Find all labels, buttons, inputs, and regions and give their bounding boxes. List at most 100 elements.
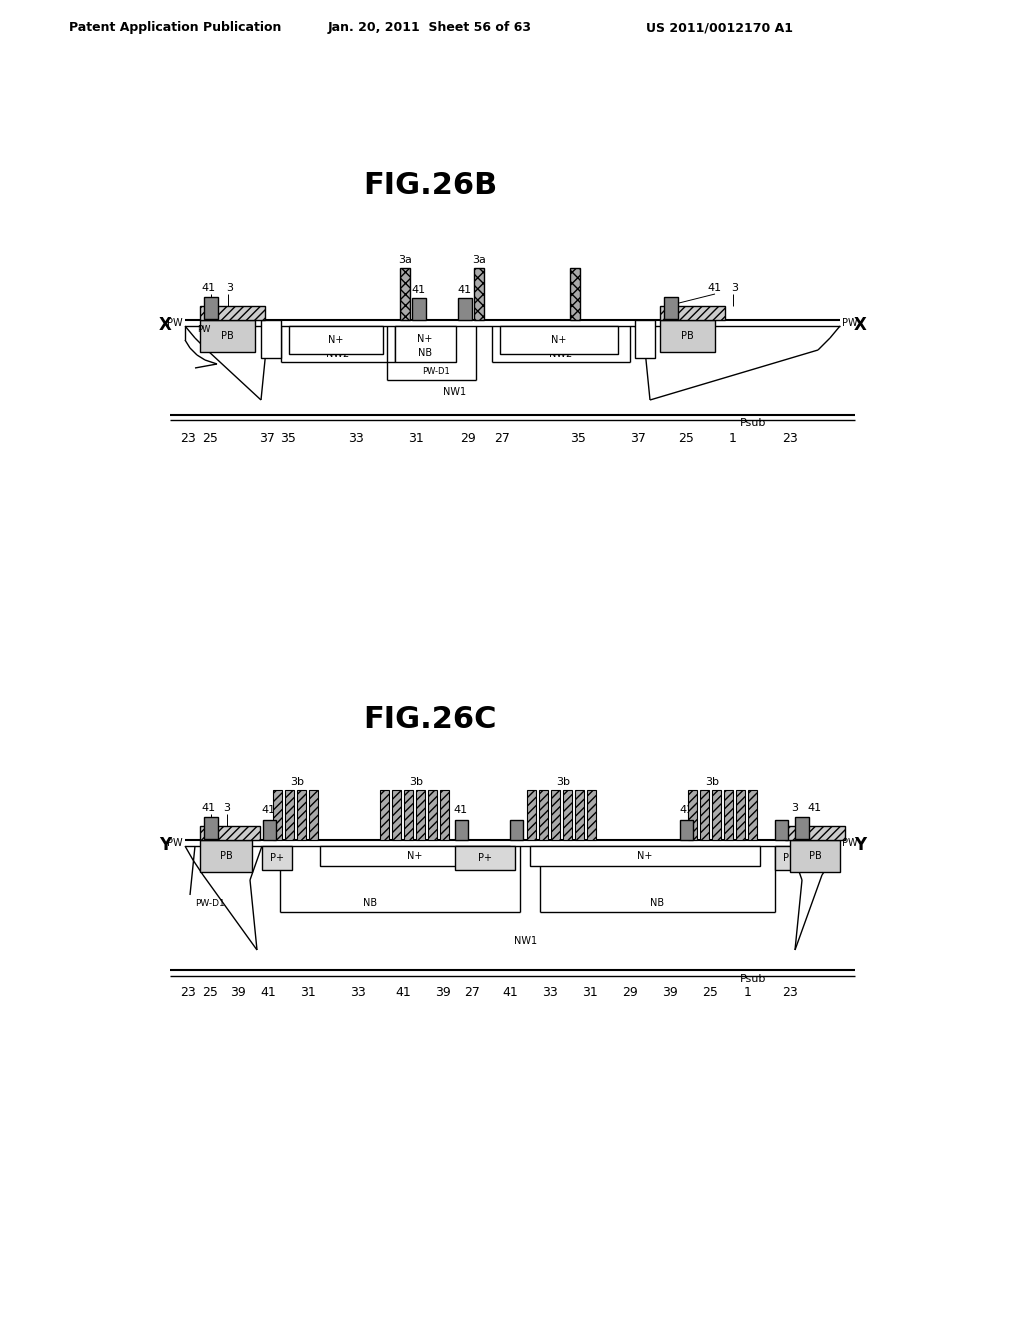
Text: 39: 39 xyxy=(230,986,246,998)
Bar xyxy=(527,789,536,840)
Bar xyxy=(775,846,805,870)
Bar xyxy=(273,789,282,840)
Text: PB: PB xyxy=(809,851,821,861)
Bar xyxy=(474,268,484,319)
Text: 3a: 3a xyxy=(472,255,486,265)
Bar xyxy=(712,789,721,840)
Text: 3: 3 xyxy=(226,282,233,293)
Text: 23: 23 xyxy=(782,986,798,998)
Text: 33: 33 xyxy=(348,432,364,445)
Bar xyxy=(785,826,845,840)
Bar xyxy=(395,326,456,362)
Text: NW2: NW2 xyxy=(549,348,572,359)
Text: PW: PW xyxy=(842,838,858,847)
Bar xyxy=(587,789,596,840)
Text: 31: 31 xyxy=(582,986,598,998)
Text: N+: N+ xyxy=(551,335,566,345)
Bar xyxy=(289,326,383,354)
Text: 25: 25 xyxy=(678,432,694,445)
Text: 41: 41 xyxy=(395,986,411,998)
Text: PW-D1: PW-D1 xyxy=(195,899,224,908)
Text: 41: 41 xyxy=(262,805,276,814)
Text: 41: 41 xyxy=(708,282,722,293)
Bar xyxy=(297,789,306,840)
Text: PB: PB xyxy=(220,331,233,341)
Text: 35: 35 xyxy=(570,432,586,445)
Text: 3: 3 xyxy=(223,803,230,813)
Text: 31: 31 xyxy=(409,432,424,445)
Bar xyxy=(680,820,693,840)
Text: PW-D1: PW-D1 xyxy=(422,367,450,376)
Bar xyxy=(309,789,318,840)
Text: N+: N+ xyxy=(329,335,344,345)
Text: X: X xyxy=(854,315,866,334)
Text: PW: PW xyxy=(197,326,210,334)
Bar xyxy=(400,268,410,319)
Text: NW1: NW1 xyxy=(443,387,467,397)
Bar xyxy=(204,297,218,319)
Bar xyxy=(660,306,725,319)
Bar xyxy=(795,817,809,840)
Bar xyxy=(261,319,281,358)
Text: PW: PW xyxy=(167,838,183,847)
Text: 39: 39 xyxy=(663,986,678,998)
Bar xyxy=(204,817,218,840)
Bar xyxy=(530,846,760,866)
Text: 3a: 3a xyxy=(398,255,412,265)
Text: 23: 23 xyxy=(180,986,196,998)
Text: 27: 27 xyxy=(464,986,480,998)
Text: Patent Application Publication: Patent Application Publication xyxy=(69,21,282,34)
Bar xyxy=(575,789,584,840)
Text: NW2: NW2 xyxy=(327,348,349,359)
Bar xyxy=(748,789,757,840)
Bar xyxy=(510,820,523,840)
Text: N+: N+ xyxy=(418,334,433,343)
Bar xyxy=(724,789,733,840)
Text: 41: 41 xyxy=(260,986,275,998)
Text: 41: 41 xyxy=(201,282,215,293)
Text: Psub: Psub xyxy=(740,974,766,983)
Bar xyxy=(392,789,401,840)
Text: US 2011/0012170 A1: US 2011/0012170 A1 xyxy=(646,21,794,34)
Bar xyxy=(500,326,618,354)
Text: 3: 3 xyxy=(792,803,799,813)
Text: 39: 39 xyxy=(435,986,451,998)
Text: 41: 41 xyxy=(679,805,693,814)
Bar xyxy=(380,789,389,840)
Text: 33: 33 xyxy=(350,986,366,998)
Text: 41: 41 xyxy=(201,803,215,813)
Text: NB: NB xyxy=(650,898,664,908)
Bar xyxy=(736,789,745,840)
Text: 35: 35 xyxy=(280,432,296,445)
Bar xyxy=(539,789,548,840)
Bar xyxy=(790,840,840,873)
Bar xyxy=(440,789,449,840)
Text: 33: 33 xyxy=(542,986,558,998)
Text: FIG.26C: FIG.26C xyxy=(364,705,497,734)
Text: Y: Y xyxy=(159,836,171,854)
Text: PB: PB xyxy=(219,851,232,861)
Text: 23: 23 xyxy=(782,432,798,445)
Bar xyxy=(775,820,788,840)
Text: 1: 1 xyxy=(729,432,737,445)
Text: P+: P+ xyxy=(478,853,492,863)
Text: 29: 29 xyxy=(623,986,638,998)
Text: 41: 41 xyxy=(454,805,468,814)
Bar xyxy=(319,846,510,866)
Bar xyxy=(563,789,572,840)
Text: Psub: Psub xyxy=(740,418,766,428)
Text: N+: N+ xyxy=(408,851,423,861)
Bar xyxy=(416,789,425,840)
Text: P+: P+ xyxy=(270,853,284,863)
Bar xyxy=(200,319,255,352)
Text: 29: 29 xyxy=(460,432,476,445)
Bar xyxy=(660,319,715,352)
Text: 3: 3 xyxy=(731,282,738,293)
Text: 25: 25 xyxy=(702,986,718,998)
Text: 3b: 3b xyxy=(290,777,304,787)
Text: 31: 31 xyxy=(300,986,315,998)
Bar xyxy=(428,789,437,840)
Text: 41: 41 xyxy=(412,285,426,294)
Text: 3b: 3b xyxy=(705,777,719,787)
Text: PW: PW xyxy=(842,318,858,327)
